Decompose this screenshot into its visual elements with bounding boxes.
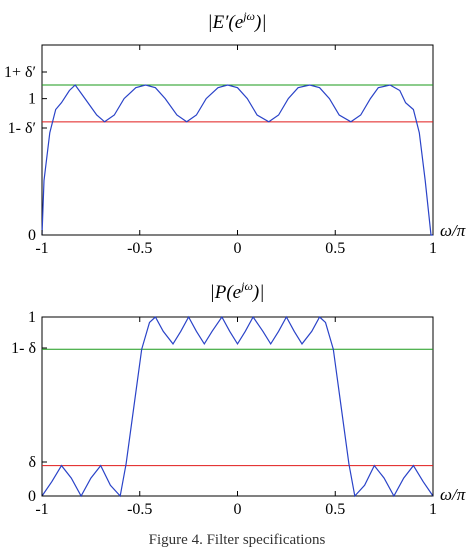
panel-2-x-label: ω/π xyxy=(440,485,466,504)
x-tick-label: 0 xyxy=(234,240,242,257)
panel-1-title-exp: jω xyxy=(241,9,255,23)
x-tick-label: -0.5 xyxy=(127,240,152,257)
figure-caption: Figure 4. Filter specifications xyxy=(148,532,326,548)
y-tick-label: 1+ δ′ xyxy=(4,64,36,81)
panel-1-response-curve xyxy=(41,84,433,236)
x-tick-label: -1 xyxy=(35,240,48,257)
y-tick-label: δ xyxy=(28,454,36,471)
x-tick-label: -0.5 xyxy=(127,501,152,518)
x-tick-label: -1 xyxy=(35,501,48,518)
panel-2-title-bar-left: | xyxy=(210,282,215,303)
panel-1-title-bar-right: | xyxy=(261,12,266,33)
y-tick-label: 1 xyxy=(28,91,36,108)
panel-2-x-ticks: -1 -0.5 0 0.5 1 xyxy=(35,317,437,518)
panel-1-plot-frame xyxy=(41,44,434,236)
panel-2-title-letter: P xyxy=(214,282,227,303)
x-tick-label: 1 xyxy=(429,501,437,518)
panel-1-x-label: ω/π xyxy=(440,221,466,240)
y-tick-label: 1- δ′ xyxy=(8,120,36,137)
panel-2-title-open: (e xyxy=(226,282,241,303)
panel-1-y-ticks: 1+ δ′ 1 1- δ′ 0 xyxy=(4,64,47,244)
panel-1-title-close: ) xyxy=(254,12,261,33)
panel-2-response-curve xyxy=(41,315,434,498)
x-tick-label: 1 xyxy=(429,240,437,257)
panel-2-title-exp: jω xyxy=(239,279,253,293)
panel-1-title: |E′(ejω)| xyxy=(207,9,266,33)
x-tick-label: 0 xyxy=(234,501,242,518)
x-tick-label: 0.5 xyxy=(325,501,345,518)
panel-1-x-ticks: -1 -0.5 0 0.5 1 xyxy=(35,45,437,257)
panel-1-title-letter: E′ xyxy=(212,12,230,33)
panel-2-title-bar-right: | xyxy=(259,282,264,303)
panel-1-title-bar-left: | xyxy=(207,12,212,33)
panel-2-title: |P(ejω)| xyxy=(210,279,265,303)
panel-1-title-open: (e xyxy=(228,12,243,33)
panel-1: |E′(ejω)| -1 -0.5 0 0.5 1 1+ δ′11- δ′0 ω/π xyxy=(4,9,466,257)
x-tick-label: 0.5 xyxy=(325,240,345,257)
y-tick-label: 0 xyxy=(28,488,36,505)
y-tick-label: 0 xyxy=(28,227,36,244)
y-tick-label: 1 xyxy=(28,309,36,326)
y-tick-label: 1- δ xyxy=(11,340,36,357)
panel-2-title-close: ) xyxy=(252,282,259,303)
panel-2: |P(ejω)| -1 -0.5 0 0.5 1 11- δδ0 ω/π xyxy=(11,279,466,518)
panel-2-y-ticks: 1 1- δ δ 0 xyxy=(11,309,47,505)
